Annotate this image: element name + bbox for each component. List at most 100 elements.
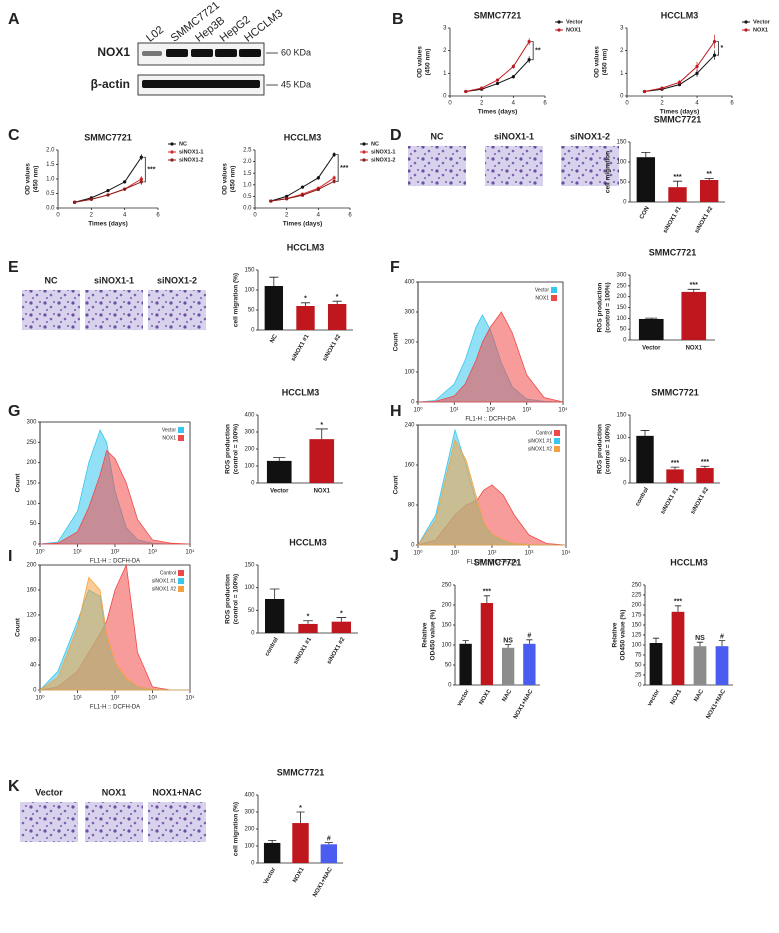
y-tick-label: 3: [620, 26, 624, 32]
y-tick-label: 1.0: [46, 177, 55, 183]
y-tick-label: 2: [443, 48, 447, 54]
micrograph-caption: Vector: [35, 787, 63, 797]
x-tick-label: siNOX1 #2: [694, 205, 714, 234]
histogram-area: [39, 449, 191, 545]
y-axis-label: cell migration (%): [233, 273, 240, 327]
point: [495, 81, 500, 86]
error-bar: [324, 842, 333, 845]
legend-label: NOX1: [535, 295, 549, 301]
x-tick-label: 6: [730, 101, 734, 107]
legend-label: siNOX1-2: [179, 157, 203, 163]
histogram-area: [417, 438, 566, 546]
y-tick-label: 2.5: [243, 148, 252, 154]
chart-title: SMMC7721: [277, 767, 325, 777]
y-tick-label: 300: [616, 273, 627, 279]
micrograph: [20, 802, 78, 842]
y-axis-label: Count: [393, 475, 400, 495]
legend-label: NOX1: [162, 435, 176, 441]
y-tick-label: 80: [30, 638, 37, 644]
x-tick-label: 10⁰: [35, 549, 45, 556]
panel-label: G: [8, 403, 20, 420]
bar: [264, 286, 284, 330]
micrograph: [148, 802, 206, 842]
bracket: [531, 41, 534, 61]
point: [464, 89, 468, 94]
x-tick-label: 6: [156, 213, 160, 219]
y-tick-label: 50: [620, 180, 627, 186]
error-bar: [645, 317, 658, 319]
x-tick-label: siNOX1 #1: [291, 333, 311, 362]
y-axis-label: OD values: [222, 163, 229, 195]
y-tick-label: 150: [631, 623, 642, 629]
annotation: ***: [671, 460, 679, 467]
y-tick-label: 0: [623, 481, 627, 487]
point: [139, 180, 143, 184]
y-tick-label: 0.5: [243, 194, 252, 200]
x-tick-label: NOX1: [292, 866, 306, 884]
error-bar: [674, 605, 682, 612]
y-tick-label: 100: [616, 316, 627, 322]
y-tick-label: 1: [620, 71, 624, 77]
y-tick-label: 2.0: [243, 159, 252, 165]
error-bar: [704, 178, 714, 180]
legend-swatch: [554, 446, 560, 452]
legend-marker: [744, 20, 748, 24]
annotation: ***: [690, 282, 698, 289]
y-tick-label: 150: [244, 563, 255, 569]
chart-title: HCCLM3: [284, 132, 322, 142]
x-tick-label: 10³: [522, 408, 531, 414]
point: [677, 80, 682, 84]
chart-title: HCCLM3: [289, 537, 327, 547]
point: [695, 71, 699, 75]
y-tick-label: 75: [635, 653, 642, 659]
y-tick-label: 400: [404, 280, 415, 286]
annotation: NS: [503, 637, 513, 644]
chart-title: SMMC7721: [474, 557, 522, 567]
x-tick-label: 10³: [148, 696, 157, 702]
y-tick-label: 0: [638, 683, 642, 689]
bar: [636, 435, 654, 483]
legend-swatch: [178, 570, 184, 576]
size-label: 45 KDa: [281, 79, 311, 89]
x-tick-label: NOX1: [670, 688, 684, 706]
y-tick-label: 1.5: [46, 162, 55, 168]
legend-swatch: [178, 435, 184, 441]
y-tick-label: 100: [616, 435, 627, 441]
bar: [320, 844, 338, 863]
y-tick-label: 100: [244, 464, 255, 470]
error-bar: [641, 152, 651, 158]
y-tick-label: 240: [404, 423, 415, 429]
legend-label: Control: [160, 570, 176, 576]
x-tick-label: 6: [348, 213, 352, 219]
micrograph: [148, 290, 206, 330]
chart-title: HCCLM3: [670, 557, 708, 567]
y-axis-label: (control = 100%): [605, 282, 612, 332]
error-bar: [718, 640, 726, 647]
error-bar: [296, 811, 305, 824]
y-tick-label: 300: [244, 810, 255, 816]
y-tick-label: 150: [26, 481, 37, 487]
bar: [523, 643, 536, 685]
y-tick-label: 200: [26, 563, 37, 569]
annotation: ***: [147, 166, 155, 173]
y-axis-label: cell migration (%): [233, 802, 240, 856]
y-tick-label: 1.5: [243, 171, 252, 177]
legend-swatch: [554, 430, 560, 436]
x-tick-label: 2: [90, 213, 94, 219]
y-tick-label: 400: [244, 793, 255, 799]
point: [285, 197, 289, 201]
error-bar: [672, 180, 683, 188]
legend-label: siNOX1 #2: [152, 586, 176, 592]
x-tick-label: 10⁴: [185, 695, 195, 702]
annotation: NS: [695, 635, 705, 642]
point: [695, 64, 699, 69]
error-bar: [332, 300, 342, 304]
y-axis-label: (450 nm): [33, 166, 40, 193]
x-tick-label: NOX1+NAC: [513, 688, 535, 720]
micrograph: [85, 802, 143, 842]
x-axis-label: Times (days): [88, 221, 128, 228]
legend-label: siNOX1-2: [371, 157, 395, 163]
legend-marker: [557, 20, 561, 24]
error-bar: [269, 588, 280, 599]
point: [300, 193, 305, 197]
